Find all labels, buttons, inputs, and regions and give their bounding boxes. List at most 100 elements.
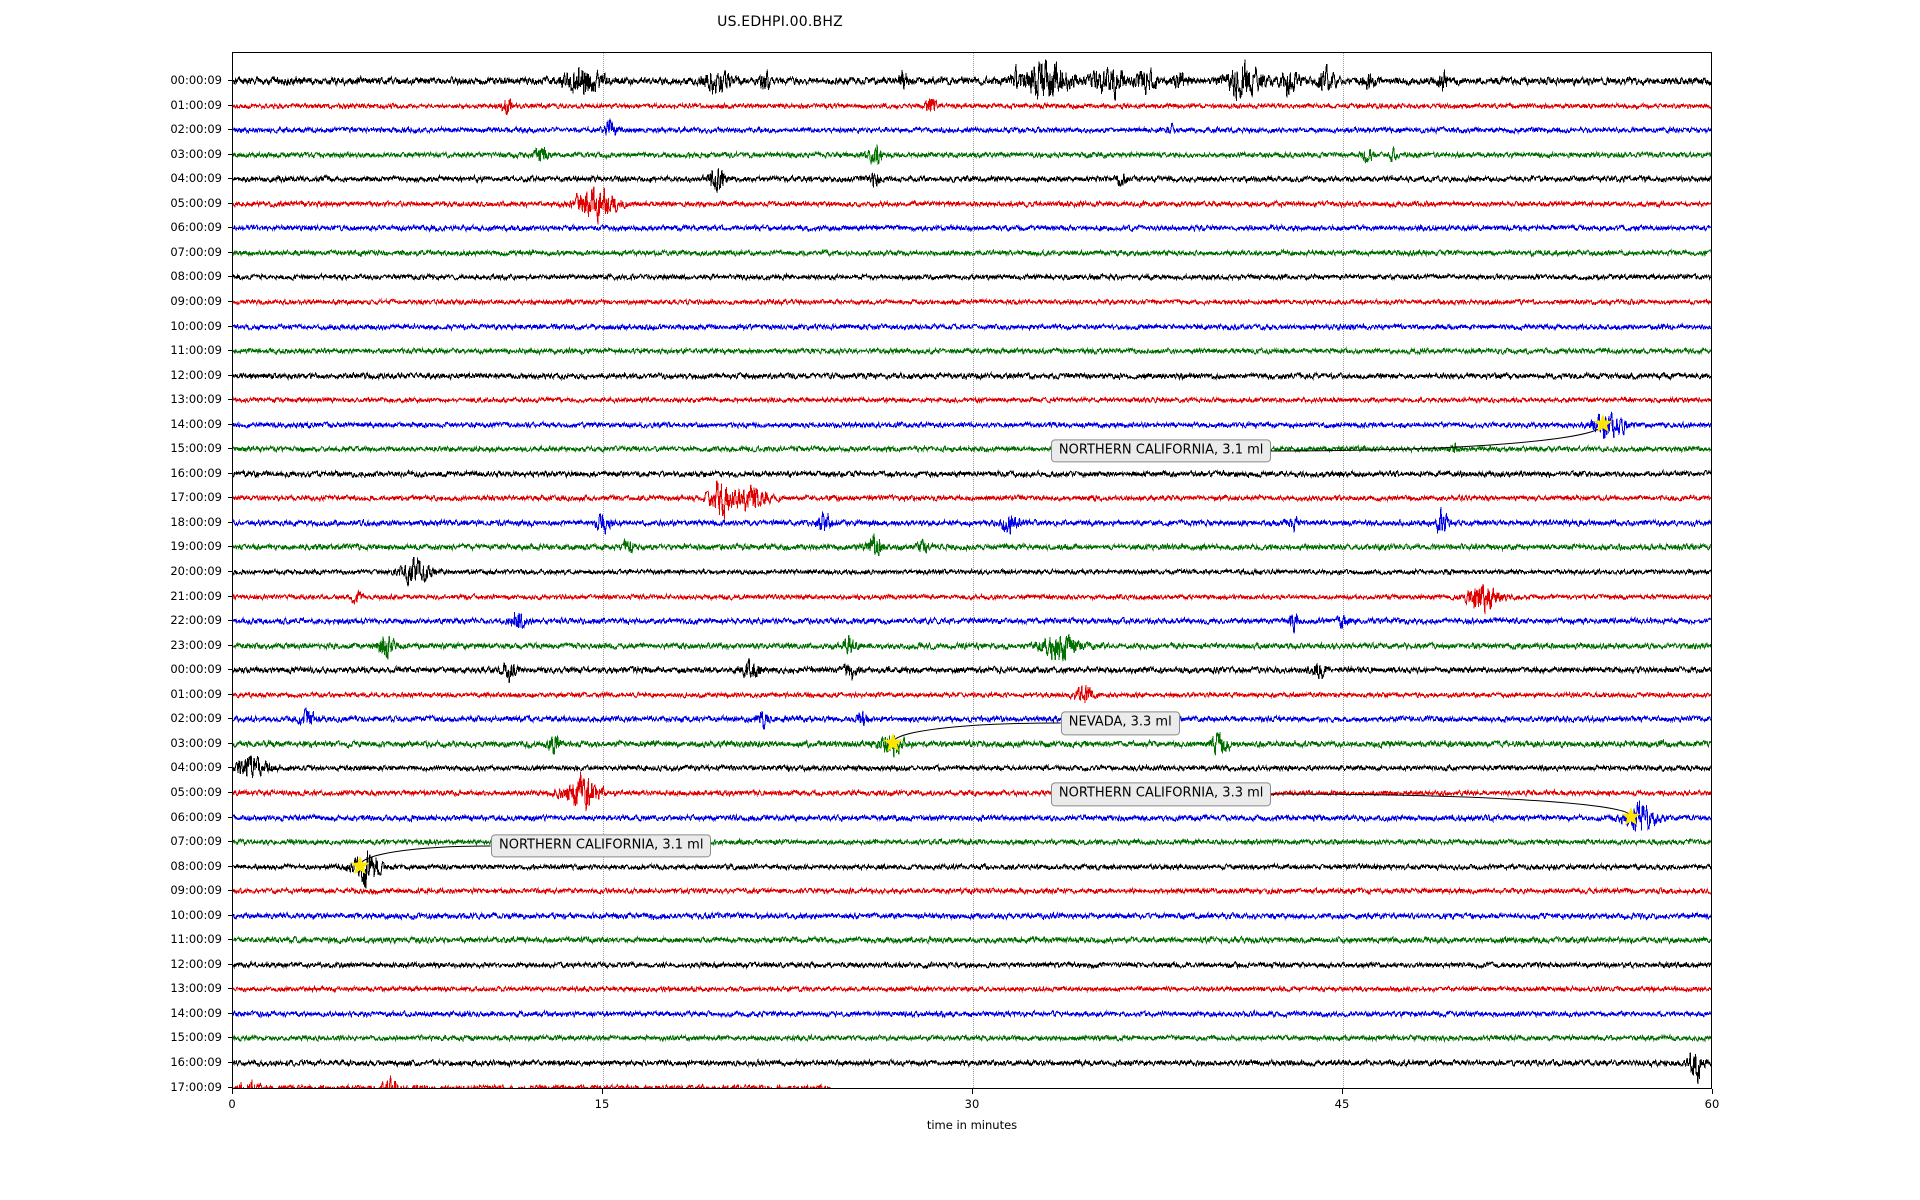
x-axis-tick-mark — [1712, 1089, 1713, 1094]
gridline-x-15 — [603, 53, 604, 1088]
y-axis-tick-mark — [228, 865, 233, 867]
y-axis-tick-label: 01:00:09 — [170, 686, 222, 701]
y-axis-tick-label: 09:00:09 — [170, 293, 222, 308]
y-axis-tick-mark — [228, 251, 233, 253]
y-axis-tick-mark — [228, 227, 233, 229]
event-annotation-label: NORTHERN CALIFORNIA, 3.1 ml — [1050, 439, 1272, 463]
y-axis-tick-mark — [228, 423, 233, 425]
y-axis-tick-label: 01:00:09 — [170, 97, 222, 112]
x-axis-tick-mark — [602, 1089, 603, 1094]
y-axis-tick-label: 12:00:09 — [170, 367, 222, 382]
y-axis-tick-mark — [228, 178, 233, 180]
y-axis-tick-mark — [228, 816, 233, 818]
x-axis-tick-label: 45 — [1334, 1097, 1350, 1111]
y-axis-tick-mark — [228, 1086, 233, 1088]
y-axis-tick-mark — [228, 325, 233, 327]
y-axis-tick-label: 08:00:09 — [170, 858, 222, 873]
y-axis-tick-label: 10:00:09 — [170, 318, 222, 333]
y-axis-tick-mark — [228, 1037, 233, 1039]
x-axis-tick-label: 30 — [964, 1097, 980, 1111]
plot-axes-area — [232, 52, 1712, 1089]
y-axis-tick-mark — [228, 742, 233, 744]
y-axis-tick-mark — [228, 571, 233, 572]
x-axis-tick-label: 60 — [1704, 1097, 1720, 1111]
y-axis-tick-mark — [228, 300, 233, 302]
y-axis-tick-label: 14:00:09 — [170, 416, 222, 431]
y-axis-tick-label: 16:00:09 — [170, 465, 222, 480]
y-axis-tick-label: 11:00:09 — [170, 932, 222, 947]
y-axis-tick-mark — [228, 497, 233, 499]
y-axis-tick-mark — [228, 374, 233, 376]
y-axis-tick-label: 18:00:09 — [170, 514, 222, 529]
y-axis-tick-label: 06:00:09 — [170, 809, 222, 824]
gridline-x-45 — [1343, 53, 1344, 1088]
y-axis-tick-mark — [228, 546, 233, 548]
y-axis-tick-mark — [228, 890, 233, 892]
y-axis-tick-mark — [228, 791, 233, 793]
y-axis-tick-label: 17:00:09 — [170, 1079, 222, 1094]
event-annotation-label: NORTHERN CALIFORNIA, 3.3 ml — [1050, 782, 1272, 807]
y-axis-tick-label: 12:00:09 — [170, 956, 222, 971]
y-axis-tick-mark — [228, 521, 233, 523]
y-axis-tick-label: 00:00:09 — [170, 662, 222, 677]
y-axis-tick-mark — [228, 399, 233, 401]
plot-title-text: US.EDHPI.00.BHZ — [717, 14, 843, 30]
gridline-x-30 — [973, 53, 974, 1088]
x-axis-title: time in minutes — [926, 1118, 1018, 1132]
x-axis-tick-mark — [1342, 1089, 1343, 1094]
x-axis-tick-mark — [232, 1089, 233, 1094]
y-axis-tick-mark — [228, 350, 233, 352]
y-axis-tick-label: 19:00:09 — [170, 539, 222, 554]
y-axis-tick-label: 16:00:09 — [170, 1055, 222, 1069]
y-axis-tick-label: 07:00:09 — [170, 834, 222, 849]
x-axis-tick-label: 15 — [594, 1097, 610, 1111]
y-axis-tick-label: 20:00:09 — [170, 564, 222, 578]
y-axis-tick-label: 08:00:09 — [170, 269, 222, 284]
y-axis-tick-mark — [228, 718, 233, 720]
y-axis-tick-label: 17:00:09 — [170, 490, 222, 505]
y-axis-tick-label: 04:00:09 — [170, 760, 222, 775]
y-axis-tick-mark — [228, 448, 233, 450]
y-axis-tick-label: 13:00:09 — [170, 392, 222, 407]
y-axis-tick-label: 10:00:09 — [170, 907, 222, 922]
y-axis-tick-label: 09:00:09 — [170, 883, 222, 898]
y-axis-tick-label: 06:00:09 — [170, 220, 222, 235]
event-annotation-label: NEVADA, 3.3 ml — [1060, 711, 1180, 735]
y-axis-tick-label: 21:00:09 — [170, 588, 222, 603]
y-axis-tick-mark — [228, 693, 233, 695]
y-axis-tick-label: 00:00:09 — [170, 73, 222, 87]
y-axis-tick-mark — [228, 914, 233, 916]
y-axis-tick-label: 05:00:09 — [170, 195, 222, 210]
y-axis-tick-mark — [228, 472, 233, 474]
y-axis-tick-label: 03:00:09 — [170, 146, 222, 161]
y-axis-tick-label: 15:00:09 — [170, 1030, 222, 1045]
y-axis-tick-mark — [228, 620, 233, 622]
x-axis-tick-label: 0 — [228, 1097, 236, 1111]
y-axis-tick-mark — [228, 669, 233, 671]
y-axis-tick-mark — [228, 1062, 233, 1063]
y-axis-tick-label: 15:00:09 — [170, 441, 222, 456]
y-axis-tick-mark — [228, 1012, 233, 1014]
y-axis-tick-label: 02:00:09 — [170, 711, 222, 726]
y-axis-tick-label: 03:00:09 — [170, 735, 222, 750]
y-axis-tick-label: 02:00:09 — [170, 122, 222, 137]
x-axis-tick-mark — [972, 1089, 973, 1094]
y-axis-tick-label: 13:00:09 — [170, 981, 222, 996]
y-axis-tick-mark — [228, 202, 233, 204]
y-axis-tick-mark — [228, 595, 233, 597]
y-axis-tick-label: 05:00:09 — [170, 784, 222, 799]
y-axis-tick-mark — [228, 963, 233, 965]
y-axis-tick-mark — [228, 939, 233, 941]
y-axis-tick-mark — [228, 767, 233, 769]
y-axis-tick-mark — [228, 841, 233, 843]
y-axis-tick-mark — [228, 276, 233, 278]
y-axis-tick-label: 11:00:09 — [170, 343, 222, 358]
page-title: US.EDHPI.00.BHZ — [0, 14, 1920, 30]
y-axis-tick-label: 04:00:09 — [170, 171, 222, 186]
y-axis-tick-mark — [228, 104, 233, 106]
y-axis-tick-label: 22:00:09 — [170, 613, 222, 628]
event-annotation-label: NORTHERN CALIFORNIA, 3.1 ml — [491, 834, 712, 858]
y-axis-tick-mark — [228, 644, 233, 646]
y-axis-tick-mark — [228, 80, 233, 81]
